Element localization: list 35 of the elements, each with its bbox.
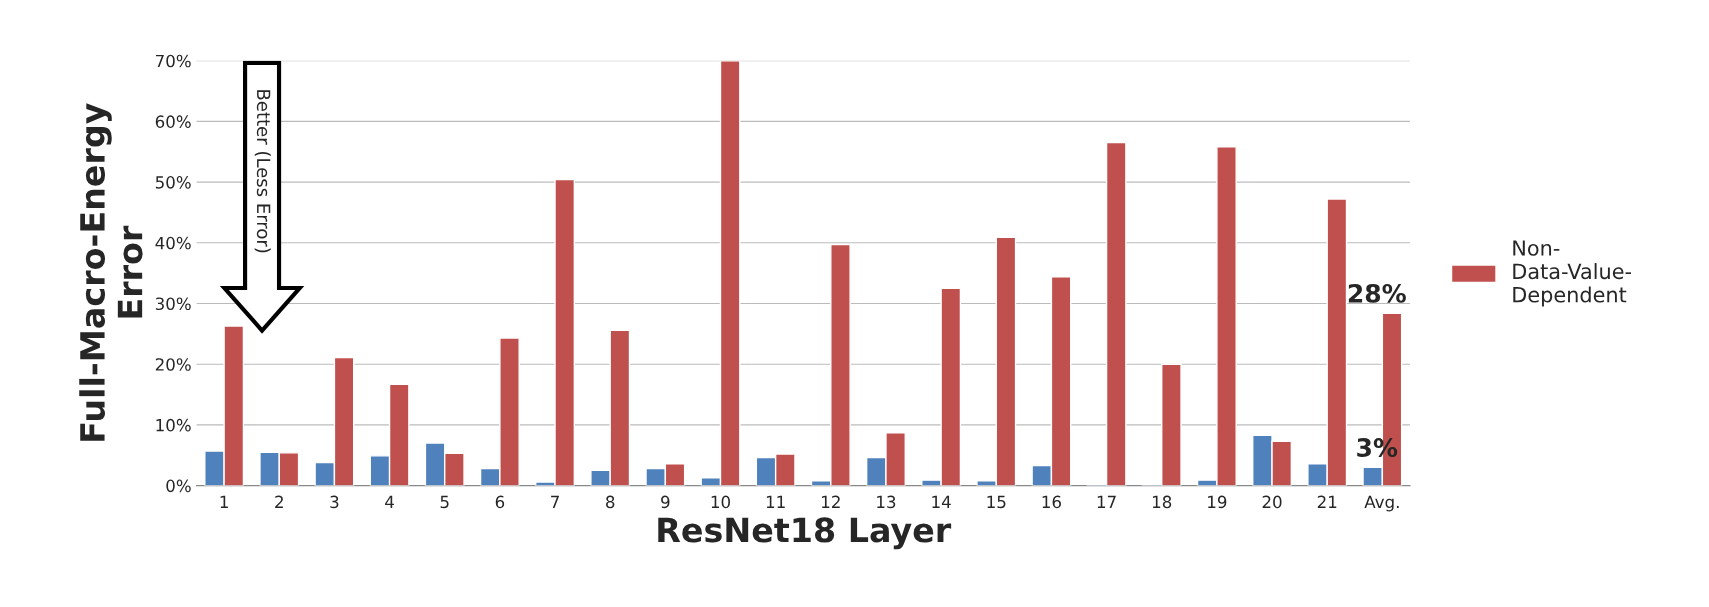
- x-tick-label: 15: [987, 495, 1006, 509]
- y-tick-label: 10%: [156, 418, 191, 432]
- x-tick-label: 7: [551, 495, 559, 508]
- x-tick-label: 17: [1097, 495, 1116, 508]
- x-tick-label: 2: [275, 495, 283, 508]
- y-tick-label: 30%: [155, 297, 191, 311]
- x-tick-label: 19: [1208, 495, 1227, 509]
- y-tick-label: 50%: [155, 176, 191, 189]
- annotation: Better (Less Error): [254, 90, 271, 253]
- x-axis-title: ResNet18 Layer: [658, 517, 952, 550]
- y-tick-label: 60%: [155, 115, 191, 128]
- x-tick-label: 10: [711, 495, 730, 509]
- x-tick-label: 14: [932, 495, 951, 508]
- x-tick-label: 5: [440, 495, 449, 509]
- x-tick-label: 9: [661, 495, 670, 509]
- x-tick-label: 13: [877, 495, 896, 509]
- x-tick-label: 20: [1262, 495, 1282, 509]
- y-tick-label: 70%: [156, 54, 191, 68]
- annotation: 28%: [1348, 283, 1406, 303]
- x-tick-label: 8: [606, 495, 615, 509]
- x-tick-label: 4: [385, 495, 394, 508]
- x-tick-label: Avg.: [1364, 495, 1399, 512]
- y-tick-label: 40%: [155, 236, 191, 250]
- x-tick-label: 21: [1317, 495, 1337, 508]
- y-axis-title: Full-Macro-Energy Error: [79, 103, 143, 441]
- y-tick-label: 0%: [166, 479, 191, 493]
- legend-label: Non- Data-Value- Dependent: [1513, 240, 1632, 307]
- x-tick-label: 11: [766, 495, 785, 508]
- x-tick-label: 12: [822, 495, 840, 508]
- x-tick-label: 16: [1042, 495, 1061, 509]
- x-tick-label: 6: [495, 495, 505, 509]
- x-tick-label: 3: [330, 495, 339, 509]
- x-tick-label: 18: [1152, 495, 1172, 509]
- x-tick-label: 1: [220, 495, 228, 508]
- y-tick-label: 20%: [155, 358, 191, 371]
